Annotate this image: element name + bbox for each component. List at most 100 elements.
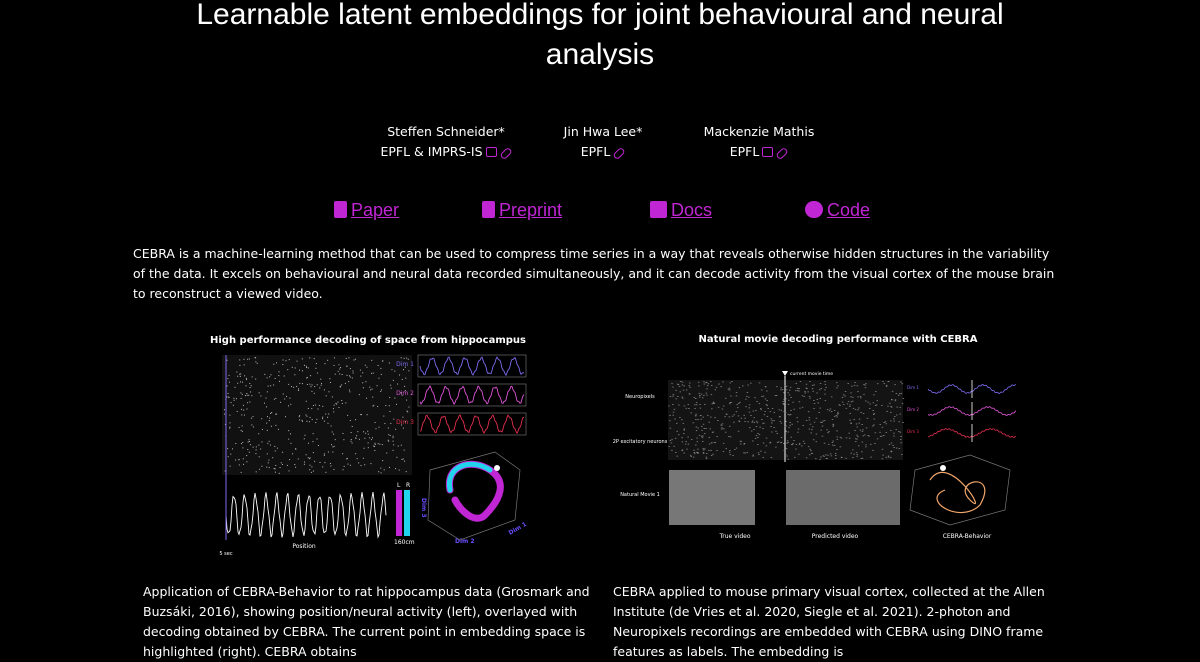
spike xyxy=(320,382,322,384)
spike xyxy=(333,468,335,470)
spike xyxy=(362,382,364,384)
spike xyxy=(856,434,858,436)
spike xyxy=(685,440,687,442)
spike xyxy=(672,411,675,413)
email-icon[interactable] xyxy=(762,147,774,157)
spike xyxy=(250,385,252,387)
spike xyxy=(894,384,896,386)
spike xyxy=(820,429,822,431)
spike xyxy=(255,471,257,473)
spike xyxy=(764,411,766,412)
spike xyxy=(758,403,761,404)
spike xyxy=(349,420,351,422)
spike xyxy=(782,443,785,444)
spike xyxy=(367,447,369,449)
spike xyxy=(286,395,288,397)
spike xyxy=(699,395,701,396)
docs-link[interactable]: Docs xyxy=(650,200,712,221)
spike xyxy=(815,441,818,443)
spike xyxy=(325,413,327,415)
spike xyxy=(881,448,884,450)
figure-caption: Application of CEBRA-Behavior to rat hip… xyxy=(143,584,590,659)
preprint-link[interactable]: Preprint xyxy=(482,200,562,221)
link-icon xyxy=(805,201,823,218)
spike xyxy=(346,365,348,367)
spike xyxy=(393,444,395,446)
spike xyxy=(292,453,294,455)
spike xyxy=(825,454,827,456)
spike xyxy=(348,381,350,383)
spike xyxy=(251,395,253,397)
spike xyxy=(710,394,713,396)
spike xyxy=(737,415,740,417)
spike xyxy=(314,460,316,462)
spike xyxy=(274,445,276,447)
spike xyxy=(328,391,330,393)
spike xyxy=(275,464,277,466)
spike xyxy=(241,430,243,432)
link-icon[interactable] xyxy=(612,146,627,161)
spike xyxy=(313,392,315,394)
paper-link[interactable]: Paper xyxy=(334,200,399,221)
spike xyxy=(826,409,829,410)
spike xyxy=(857,396,859,398)
spike xyxy=(830,411,833,413)
spike xyxy=(367,433,369,435)
spike xyxy=(735,392,738,393)
email-icon[interactable] xyxy=(485,147,497,157)
figure-label: Position xyxy=(292,543,316,550)
spike xyxy=(899,431,902,433)
spike xyxy=(820,456,822,458)
spike xyxy=(294,464,296,466)
spike xyxy=(769,442,771,444)
spike xyxy=(333,445,335,447)
spike xyxy=(289,459,291,461)
spike xyxy=(842,394,845,396)
spike xyxy=(372,405,374,407)
spike xyxy=(783,411,785,413)
author-name: Mackenzie Mathis xyxy=(703,124,815,139)
spike xyxy=(302,383,304,385)
code-link[interactable]: Code xyxy=(805,200,870,221)
spike xyxy=(847,400,850,402)
spike xyxy=(783,398,785,400)
spike xyxy=(392,449,394,451)
spike xyxy=(316,418,318,420)
spike xyxy=(224,413,226,415)
spike xyxy=(348,357,350,359)
spike xyxy=(703,448,706,450)
spike xyxy=(683,429,685,431)
spike xyxy=(346,457,348,459)
spike xyxy=(780,409,783,411)
spike xyxy=(288,470,290,472)
spike xyxy=(831,444,834,446)
spike xyxy=(840,456,843,458)
spike xyxy=(333,411,335,413)
spike xyxy=(683,433,685,434)
spike xyxy=(733,421,735,423)
spike xyxy=(242,447,244,449)
spike xyxy=(227,448,229,450)
spike xyxy=(875,391,877,392)
spike xyxy=(893,435,895,437)
spike xyxy=(241,408,243,410)
spike xyxy=(228,374,230,376)
link-icon xyxy=(650,201,667,218)
spike xyxy=(356,458,358,460)
spike xyxy=(255,453,257,455)
link-icon[interactable] xyxy=(775,146,790,161)
spike xyxy=(375,428,377,430)
spike xyxy=(248,440,250,442)
spike xyxy=(795,444,798,445)
spike xyxy=(297,458,299,460)
spike xyxy=(810,432,812,434)
spike xyxy=(311,466,313,468)
spike xyxy=(854,382,856,384)
spike xyxy=(808,454,811,456)
spike xyxy=(383,469,385,471)
spike xyxy=(325,395,327,397)
spike xyxy=(373,404,375,406)
spike xyxy=(887,381,890,382)
spike xyxy=(827,454,829,456)
spike xyxy=(342,453,344,455)
